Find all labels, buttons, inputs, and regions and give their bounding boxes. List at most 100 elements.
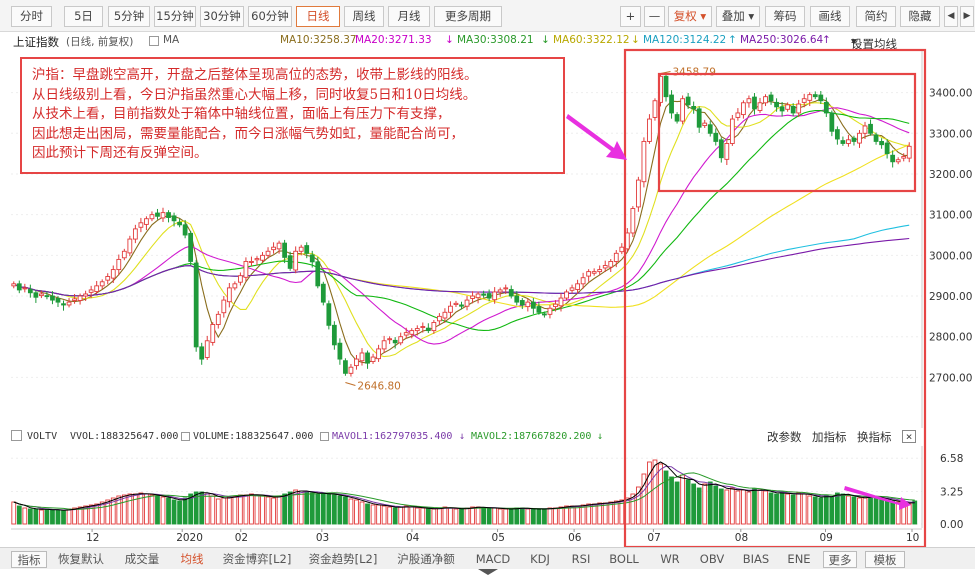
tab-capital-game[interactable]: 资金博弈[L2] <box>222 552 292 566</box>
arrow-up-icon: ↑ <box>822 34 831 46</box>
candle-body <box>381 340 387 350</box>
tab-more[interactable]: 更多 <box>823 551 857 568</box>
volume-bar <box>519 507 525 525</box>
zoom-in-button[interactable]: + <box>620 6 641 27</box>
candle-body <box>387 338 393 341</box>
candle-body <box>641 140 647 183</box>
more-periods-button[interactable]: 更多周期 <box>434 6 502 27</box>
tab-kdj[interactable]: KDJ <box>530 552 550 566</box>
close-icon[interactable]: × <box>902 430 916 443</box>
date-tick-label: 07 <box>647 532 660 544</box>
arrow-down-icon: ↓ <box>631 34 640 46</box>
tab-moving-average[interactable]: 均线 <box>180 552 204 566</box>
volume-bar <box>376 504 381 525</box>
checkbox-icon[interactable] <box>181 432 190 441</box>
candle-body <box>105 276 111 281</box>
volume-bar <box>243 494 249 525</box>
checkbox-icon[interactable] <box>149 36 159 46</box>
volume-bar <box>188 493 194 525</box>
draw-line-button[interactable]: 画线 <box>810 6 850 27</box>
candle-body <box>448 305 453 313</box>
period-button-15min[interactable]: 15分钟 <box>154 6 196 27</box>
candle-body <box>862 125 868 134</box>
candle-body <box>796 103 802 114</box>
candle-body <box>77 295 83 301</box>
next-arrow-icon[interactable]: ▶ <box>960 6 974 27</box>
volume-bar <box>608 501 614 525</box>
checkbox-icon[interactable] <box>11 430 22 441</box>
ma30-value: MA30:3308.21 <box>457 34 534 46</box>
candle-body <box>226 287 232 303</box>
candle-body <box>376 348 381 360</box>
tab-template[interactable]: 模板 <box>865 551 905 568</box>
tab-obv[interactable]: OBV <box>699 552 725 566</box>
simple-mode-button[interactable]: 简约 <box>856 6 896 27</box>
ma20-value: MA20:3271.33 <box>355 34 432 46</box>
volume-bar <box>55 509 61 525</box>
candle-body <box>901 156 907 159</box>
candle-body <box>33 292 39 298</box>
candle-body <box>11 283 17 287</box>
tab-macd[interactable]: MACD <box>475 552 511 566</box>
volume-bar <box>94 503 100 525</box>
period-button-5day[interactable]: 5日 <box>64 6 103 27</box>
candle-body <box>99 281 105 287</box>
volume-bar <box>132 493 138 525</box>
period-button-5min[interactable]: 5分钟 <box>108 6 150 27</box>
index-name: 上证指数 <box>13 35 59 49</box>
tab-rsi[interactable]: RSI <box>571 552 591 566</box>
hide-button[interactable]: 隐藏 <box>900 6 940 27</box>
tab-indicator[interactable]: 指标 <box>11 551 47 568</box>
tab-restore-default[interactable]: 恢复默认 <box>58 552 104 566</box>
volume-bar <box>597 502 603 525</box>
candle-body <box>591 271 597 274</box>
volume-bar <box>691 483 697 525</box>
prev-arrow-icon[interactable]: ◀ <box>944 6 958 27</box>
modify-params-button[interactable]: 改参数 <box>767 430 802 444</box>
tab-capital-trend[interactable]: 资金趋势[L2] <box>308 552 378 566</box>
analysis-line: 因此想走出困局，需要量能配合，而今日涨幅气势如虹，量能配合尚可， <box>32 125 464 142</box>
zoom-out-button[interactable]: — <box>644 6 665 27</box>
volume-bar <box>768 492 774 525</box>
period-button-60min[interactable]: 60分钟 <box>248 6 292 27</box>
price-tick-label: 3300.00 <box>929 128 972 140</box>
volume-bar <box>160 496 166 525</box>
volume-header: VOLTV VVOL:188325647.000 VOLUME:18832564… <box>0 428 975 446</box>
volume-bar <box>271 497 276 525</box>
candle-body <box>116 258 122 271</box>
adjust-price-dropdown[interactable]: 复权 ▾ <box>668 6 712 27</box>
tab-wr[interactable]: WR <box>660 552 680 566</box>
period-button-30min[interactable]: 30分钟 <box>200 6 244 27</box>
tab-northbound-net[interactable]: 沪股通净额 <box>397 552 455 566</box>
tab-bias[interactable]: BIAS <box>742 552 770 566</box>
volume-bar <box>16 505 22 525</box>
volume-chart[interactable]: 0.00 3.25 6.58 <box>0 446 975 528</box>
candle-body <box>713 132 719 142</box>
period-button-weekly[interactable]: 周线 <box>344 6 384 27</box>
switch-indicator-button[interactable]: 换指标 <box>857 430 892 444</box>
collapse-arrow-icon[interactable] <box>478 569 498 575</box>
period-button-intraday[interactable]: 分时 <box>11 6 52 27</box>
volume-bar <box>912 500 918 525</box>
volume-bar <box>420 507 426 525</box>
ma-settings-button[interactable]: 设置均线 ▾ <box>851 34 897 51</box>
volume-bar <box>365 503 370 525</box>
checkbox-icon[interactable] <box>320 432 329 441</box>
tab-boll[interactable]: BOLL <box>609 552 639 566</box>
chips-button[interactable]: 筹码 <box>765 6 805 27</box>
volume-bar <box>530 508 536 525</box>
add-indicator-button[interactable]: 加指标 <box>812 430 847 444</box>
volume-bar <box>685 479 691 525</box>
candle-body <box>779 106 785 112</box>
volume-bar <box>586 503 592 525</box>
tab-volume[interactable]: 成交量 <box>124 552 160 566</box>
overlay-dropdown[interactable]: 叠加 ▾ <box>716 6 760 27</box>
candle-body <box>431 322 437 332</box>
period-button-daily[interactable]: 日线 <box>296 6 340 27</box>
candle-body <box>464 299 470 307</box>
volume-bar <box>652 459 658 525</box>
tab-ene[interactable]: ENE <box>787 552 811 566</box>
volume-bar <box>680 474 685 525</box>
candle-body <box>127 238 133 254</box>
period-button-monthly[interactable]: 月线 <box>388 6 430 27</box>
